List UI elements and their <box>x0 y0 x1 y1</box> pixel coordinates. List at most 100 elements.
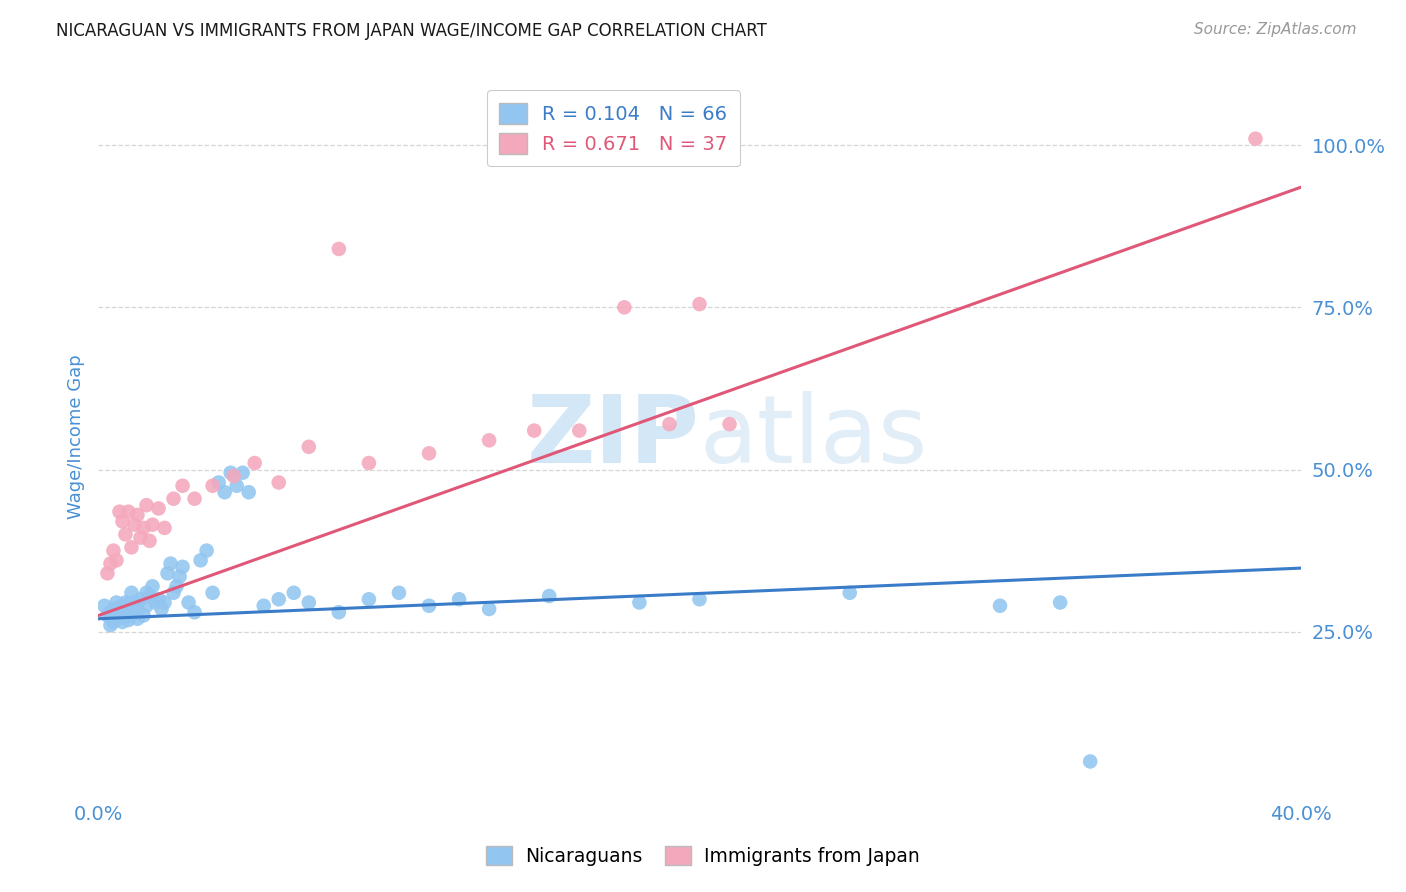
Point <box>121 541 143 555</box>
Point <box>172 559 194 574</box>
Point <box>298 595 321 609</box>
Point <box>105 553 128 567</box>
Point <box>357 456 380 470</box>
Point <box>1049 595 1071 609</box>
Point <box>121 586 143 600</box>
Point <box>568 424 591 438</box>
Point <box>388 586 411 600</box>
Point <box>100 605 122 619</box>
Text: Source: ZipAtlas.com: Source: ZipAtlas.com <box>1194 22 1357 37</box>
Point <box>283 586 305 600</box>
Point <box>267 475 290 490</box>
Point <box>153 521 176 535</box>
Y-axis label: Wage/Income Gap: Wage/Income Gap <box>66 355 84 519</box>
Point <box>93 599 115 613</box>
Point <box>328 605 350 619</box>
Point <box>114 602 136 616</box>
Point <box>127 612 149 626</box>
Text: NICARAGUAN VS IMMIGRANTS FROM JAPAN WAGE/INCOME GAP CORRELATION CHART: NICARAGUAN VS IMMIGRANTS FROM JAPAN WAGE… <box>56 22 768 40</box>
Point <box>418 446 440 460</box>
Point <box>201 479 224 493</box>
Point <box>138 589 160 603</box>
Point <box>169 569 191 583</box>
Point <box>478 434 501 448</box>
Point <box>838 586 860 600</box>
Point <box>298 440 321 454</box>
Point <box>689 592 711 607</box>
Point <box>689 297 711 311</box>
Point <box>121 608 143 623</box>
Point <box>117 505 139 519</box>
Point <box>219 466 242 480</box>
Point <box>658 417 681 431</box>
Point <box>108 505 131 519</box>
Point <box>183 605 205 619</box>
Point <box>166 579 188 593</box>
Point <box>105 612 128 626</box>
Point <box>523 424 546 438</box>
Point <box>628 595 651 609</box>
Point <box>232 466 254 480</box>
Point <box>111 515 134 529</box>
Point <box>111 607 134 621</box>
Point <box>141 517 163 532</box>
Point <box>108 600 131 615</box>
Point <box>183 491 205 506</box>
Point <box>357 592 380 607</box>
Point <box>135 599 157 613</box>
Point <box>214 485 236 500</box>
Point <box>114 595 136 609</box>
Point <box>114 527 136 541</box>
Point <box>103 615 125 629</box>
Legend: Nicaraguans, Immigrants from Japan: Nicaraguans, Immigrants from Japan <box>477 837 929 875</box>
Point <box>988 599 1011 613</box>
Point <box>150 602 173 616</box>
Point <box>96 566 118 581</box>
Point <box>100 618 122 632</box>
Point <box>145 595 167 609</box>
Point <box>132 608 155 623</box>
Point <box>418 599 440 613</box>
Point <box>253 599 276 613</box>
Point <box>129 531 152 545</box>
Point <box>124 605 146 619</box>
Legend: R = 0.104   N = 66, R = 0.671   N = 37: R = 0.104 N = 66, R = 0.671 N = 37 <box>486 90 740 167</box>
Point <box>156 566 179 581</box>
Point <box>129 592 152 607</box>
Point <box>718 417 741 431</box>
Point <box>96 608 118 623</box>
Point <box>135 586 157 600</box>
Point <box>117 613 139 627</box>
Point <box>148 592 170 607</box>
Point <box>135 498 157 512</box>
Point <box>127 602 149 616</box>
Point <box>162 491 184 506</box>
Point <box>222 469 245 483</box>
Point <box>1078 755 1101 769</box>
Point <box>201 586 224 600</box>
Point <box>148 501 170 516</box>
Point <box>243 456 266 470</box>
Point <box>100 557 122 571</box>
Point <box>208 475 231 490</box>
Point <box>108 610 131 624</box>
Point <box>138 533 160 548</box>
Point <box>328 242 350 256</box>
Point <box>124 595 146 609</box>
Point <box>177 595 200 609</box>
Text: ZIP: ZIP <box>527 391 700 483</box>
Point <box>103 543 125 558</box>
Point <box>478 602 501 616</box>
Point <box>538 589 561 603</box>
Point <box>111 615 134 629</box>
Point <box>190 553 212 567</box>
Point <box>1244 131 1267 145</box>
Point <box>127 508 149 522</box>
Point <box>141 579 163 593</box>
Point <box>172 479 194 493</box>
Point <box>117 598 139 612</box>
Point <box>613 301 636 315</box>
Point <box>162 586 184 600</box>
Point <box>238 485 260 500</box>
Point <box>267 592 290 607</box>
